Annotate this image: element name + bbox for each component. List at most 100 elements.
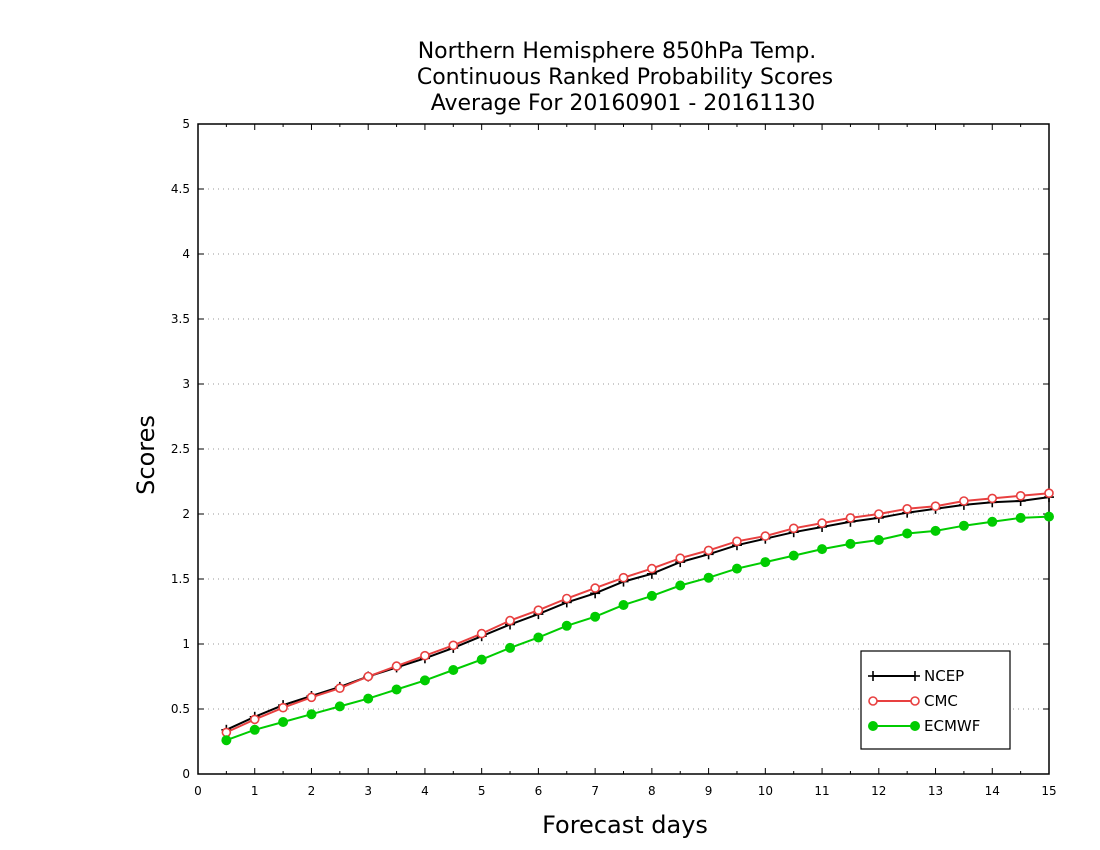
y-tick-label-10: 5	[182, 117, 190, 131]
chart-title-line-1: Northern Hemisphere 850hPa Temp.	[418, 39, 817, 64]
point-ecmwf-27	[987, 516, 998, 527]
point-cmc-28	[1015, 490, 1026, 501]
point-cmc-25	[930, 501, 941, 512]
x-tick-label-4: 4	[421, 784, 429, 798]
y-axis-label: Scores	[132, 415, 160, 495]
series-ecmwf	[221, 511, 1054, 746]
point-ecmwf-6	[391, 684, 402, 695]
x-tick-label-11: 11	[814, 784, 829, 798]
point-cmc-13	[590, 583, 600, 593]
point-ecmwf-19	[760, 557, 771, 568]
point-ecmwf-16	[675, 580, 686, 591]
point-ecmwf-15	[646, 590, 657, 601]
x-tick-label-10: 10	[758, 784, 773, 798]
point-ecmwf-22	[845, 538, 856, 549]
x-tick-label-0: 0	[194, 784, 202, 798]
point-cmc-29	[1044, 488, 1054, 499]
point-cmc-10	[505, 615, 515, 626]
x-tick-label-2: 2	[308, 784, 316, 798]
point-cmc-23	[873, 509, 884, 519]
point-ecmwf-13	[590, 611, 601, 622]
legend-marker-right-cmc	[910, 696, 920, 706]
point-cmc-20	[788, 523, 799, 534]
series-cmc	[221, 488, 1054, 738]
point-ecmwf-5	[363, 693, 374, 704]
legend-label-ecmwf: ECMWF	[924, 717, 980, 735]
point-ecmwf-4	[334, 701, 345, 712]
point-ecmwf-3	[306, 709, 317, 720]
point-ecmwf-8	[448, 665, 459, 675]
point-ecmwf-0	[221, 735, 232, 746]
y-tick-label-1: 0.5	[171, 702, 190, 716]
chart-title-line-2: Continuous Ranked Probability Scores	[417, 65, 833, 90]
x-tick-label-15: 15	[1041, 784, 1056, 798]
grid-lines	[198, 188, 1049, 710]
point-cmc-3	[306, 692, 317, 703]
legend-marker-left-cmc	[868, 696, 878, 706]
point-cmc-6	[391, 661, 402, 671]
point-cmc-11	[533, 605, 544, 616]
legend-marker-right-ecmwf	[910, 721, 920, 731]
legend-label-cmc: CMC	[924, 692, 958, 710]
legend-marker-left-ncep	[868, 671, 878, 681]
point-cmc-26	[959, 496, 969, 506]
point-cmc-9	[476, 628, 487, 639]
legend-marker-left-ecmwf	[868, 721, 878, 731]
x-axis-ticks: 0 1 2 3 4 5 6 7 8 9 10 11 12 13 14 15	[194, 124, 1057, 798]
point-cmc-2	[278, 702, 288, 713]
series-layer	[221, 488, 1054, 746]
chart-title: Northern Hemisphere 850hPa Temp. Continu…	[417, 39, 833, 116]
y-tick-label-5: 2.5	[171, 442, 190, 456]
point-ecmwf-28	[1015, 512, 1026, 523]
point-cmc-14	[618, 572, 629, 583]
x-tick-label-14: 14	[985, 784, 1000, 798]
point-cmc-19	[760, 531, 771, 541]
point-ecmwf-18	[731, 563, 742, 574]
y-axis-ticks: 0 0.5 1 1.5 2 2.5 3 3.5 4 4.5 5	[171, 117, 1049, 781]
point-cmc-24	[902, 503, 912, 514]
x-tick-label-7: 7	[591, 784, 599, 798]
y-tick-label-3: 1.5	[171, 572, 190, 586]
y-tick-label-2: 1	[182, 637, 190, 651]
point-ecmwf-2	[278, 717, 289, 727]
point-ecmwf-7	[419, 675, 430, 686]
legend-label-ncep: NCEP	[924, 667, 964, 685]
point-cmc-15	[647, 563, 657, 574]
point-cmc-12	[561, 593, 572, 604]
point-cmc-27	[987, 493, 998, 504]
point-ecmwf-23	[873, 535, 884, 545]
point-cmc-7	[420, 650, 430, 661]
x-tick-label-3: 3	[364, 784, 372, 798]
point-ecmwf-14	[618, 600, 629, 610]
y-tick-label-8: 4	[182, 247, 190, 261]
point-cmc-5	[363, 671, 374, 682]
y-tick-label-9: 4.5	[171, 182, 190, 196]
point-ecmwf-9	[476, 654, 487, 665]
legend: NCEP CMC ECMWF	[860, 650, 1011, 750]
legend-items: NCEP CMC ECMWF	[868, 667, 980, 735]
point-cmc-22	[845, 513, 856, 523]
point-cmc-1	[249, 714, 260, 725]
point-ecmwf-1	[249, 724, 260, 735]
point-ecmwf-29	[1044, 511, 1054, 522]
legend-item-cmc: CMC	[868, 692, 958, 710]
y-tick-label-7: 3.5	[171, 312, 190, 326]
point-ecmwf-21	[817, 544, 828, 555]
chart-title-line-3: Average For 20160901 - 20161130	[431, 91, 816, 116]
point-ecmwf-12	[561, 620, 572, 631]
point-ecmwf-24	[902, 528, 913, 539]
point-cmc-16	[675, 553, 686, 564]
x-tick-label-5: 5	[478, 784, 486, 798]
x-tick-label-1: 1	[251, 784, 259, 798]
y-tick-label-4: 2	[182, 507, 190, 521]
legend-item-ecmwf: ECMWF	[868, 717, 980, 735]
point-cmc-18	[732, 536, 742, 547]
x-tick-label-8: 8	[648, 784, 656, 798]
point-ecmwf-17	[703, 572, 714, 583]
x-tick-label-12: 12	[871, 784, 886, 798]
y-tick-label-6: 3	[182, 377, 190, 391]
point-ecmwf-25	[930, 525, 941, 536]
point-ecmwf-26	[958, 520, 969, 531]
point-ecmwf-10	[505, 642, 516, 653]
y-tick-label-0: 0	[182, 767, 190, 781]
